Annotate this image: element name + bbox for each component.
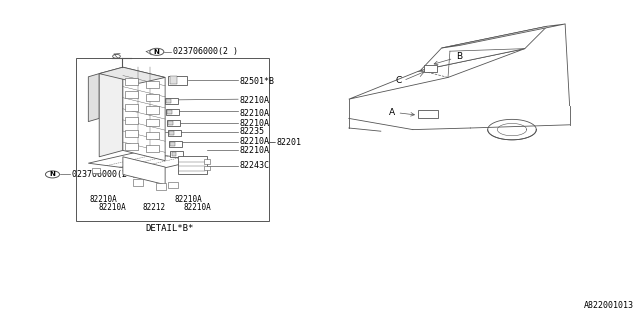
Bar [125, 104, 138, 111]
Bar [125, 130, 138, 137]
Text: 82235: 82235 [240, 127, 265, 136]
Text: DETAIL*B*: DETAIL*B* [145, 224, 194, 233]
Bar [170, 142, 175, 146]
Bar [168, 76, 187, 85]
Text: A: A [388, 108, 414, 116]
Bar [418, 110, 438, 118]
Bar [92, 168, 100, 173]
Bar [125, 91, 138, 98]
Bar [146, 81, 159, 88]
Polygon shape [349, 49, 525, 99]
Text: 82210A: 82210A [240, 137, 270, 146]
Text: 82212: 82212 [142, 204, 165, 212]
Bar [178, 156, 207, 174]
Polygon shape [442, 24, 565, 48]
Polygon shape [99, 67, 165, 83]
Polygon shape [99, 67, 123, 157]
Text: 82210A: 82210A [240, 109, 270, 118]
Text: 82210A: 82210A [183, 204, 211, 212]
Text: N: N [154, 49, 160, 55]
Text: N: N [49, 172, 56, 177]
Text: A822001013: A822001013 [584, 301, 634, 310]
Bar [166, 99, 171, 103]
Polygon shape [123, 157, 165, 185]
Bar [146, 145, 159, 152]
Polygon shape [88, 152, 198, 171]
Text: 82501*B: 82501*B [240, 77, 275, 86]
Text: 82210A: 82210A [98, 204, 126, 212]
Bar [125, 78, 138, 85]
Bar [168, 110, 172, 114]
Polygon shape [123, 67, 165, 161]
Bar [146, 107, 159, 114]
Bar [170, 131, 174, 135]
Bar [172, 152, 176, 156]
Text: B: B [434, 52, 463, 65]
Text: C: C [396, 76, 402, 85]
Bar [170, 151, 183, 157]
Text: 023706000(2 ): 023706000(2 ) [72, 170, 137, 179]
Bar [166, 109, 179, 115]
Text: 82243C: 82243C [240, 161, 270, 170]
Bar [146, 93, 159, 100]
Bar [168, 182, 178, 188]
Text: 023706000(2 ): 023706000(2 ) [173, 47, 238, 56]
Bar [204, 166, 210, 170]
Bar [146, 132, 159, 140]
Bar [156, 183, 166, 190]
Text: 82210A: 82210A [175, 195, 203, 204]
Bar [204, 159, 210, 164]
Bar [125, 117, 138, 124]
Text: 82201: 82201 [276, 138, 301, 147]
Bar [146, 119, 159, 126]
Bar [168, 130, 181, 136]
Text: 82210A: 82210A [90, 195, 118, 204]
Bar [169, 141, 182, 147]
Bar [125, 143, 138, 150]
Text: 82210A: 82210A [240, 119, 270, 128]
Text: 82210A: 82210A [240, 96, 270, 105]
Polygon shape [420, 26, 547, 70]
Bar [424, 65, 437, 72]
Bar [133, 179, 143, 186]
Bar [76, 58, 269, 221]
Bar [168, 121, 173, 125]
Text: 82210A: 82210A [240, 146, 270, 155]
Bar [165, 98, 178, 104]
Bar [167, 120, 180, 126]
Bar [170, 76, 177, 84]
Polygon shape [88, 74, 99, 122]
